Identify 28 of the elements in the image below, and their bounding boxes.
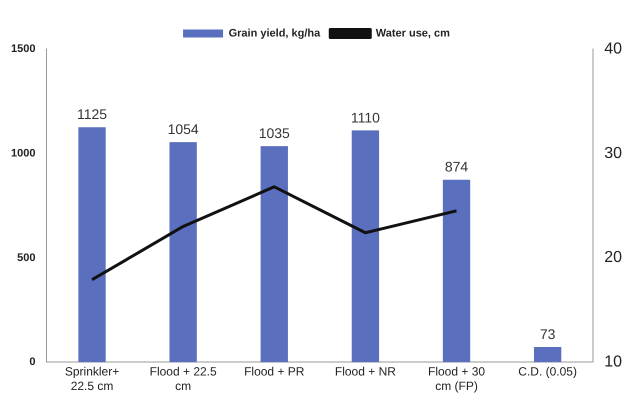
x-tick-label: Flood + 22.5 cm [150, 364, 217, 394]
legend-label: Water use, cm [376, 28, 450, 40]
x-tick-label: C.D. (0.05) [518, 364, 577, 379]
bar [78, 127, 106, 362]
y2-tick-label: 40 [604, 40, 622, 58]
data-label: 874 [444, 158, 468, 175]
bar [260, 146, 288, 362]
y2-tick-label: 10 [604, 354, 622, 371]
bar [442, 180, 470, 362]
bar [169, 142, 197, 362]
data-label: 1110 [350, 109, 380, 126]
y-tick-label: 1500 [10, 43, 36, 56]
bar [534, 346, 562, 362]
y2-tick-label: 30 [604, 144, 622, 162]
y2-tick-label: 20 [604, 249, 622, 266]
bar [352, 130, 380, 362]
data-label: 73 [540, 326, 556, 342]
x-tick-label: Flood + PR [244, 364, 305, 379]
y-tick-label: 0 [29, 356, 36, 368]
y-tick-label: 500 [17, 252, 36, 264]
x-tick-label: Flood + 30 cm (FP) [428, 364, 486, 394]
x-tick-label: Sprinkler+ 22.5 cm [64, 364, 120, 394]
legend-label: Grain yield, kg/ha [228, 28, 322, 40]
data-label: 1125 [76, 106, 108, 122]
data-label: 1054 [168, 120, 199, 137]
x-tick-label: Flood + NR [334, 364, 396, 379]
y-tick-label: 1000 [10, 147, 36, 160]
data-label: 1035 [258, 124, 290, 141]
